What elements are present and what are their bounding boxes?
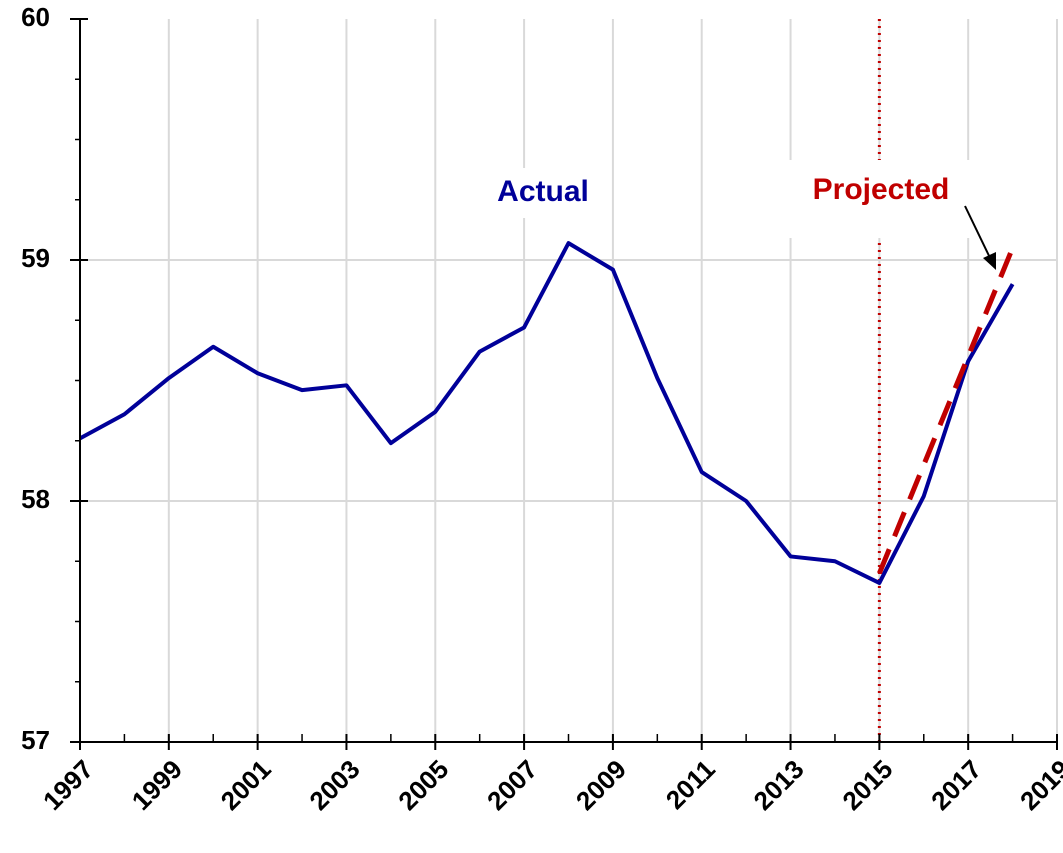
label-bg bbox=[788, 160, 970, 238]
x-tick-label: 2003 bbox=[303, 754, 365, 816]
x-tick-label: 2019 bbox=[1014, 754, 1063, 816]
x-tick-label: 2009 bbox=[570, 754, 632, 816]
y-tick-label: 59 bbox=[21, 243, 50, 273]
x-tick-label: 2017 bbox=[925, 754, 987, 816]
series-line bbox=[79, 241, 1015, 585]
x-tick-label: 2013 bbox=[748, 754, 810, 816]
x-tick-label: 1999 bbox=[126, 754, 188, 816]
x-tick-label: 2015 bbox=[836, 754, 898, 816]
x-tick-label: 2007 bbox=[481, 754, 543, 816]
label-bg bbox=[480, 168, 602, 218]
y-tick-label: 57 bbox=[21, 725, 50, 755]
x-tick-label: 2005 bbox=[392, 754, 454, 816]
y-tick-label: 60 bbox=[21, 2, 50, 32]
x-tick-label: 2011 bbox=[660, 754, 721, 815]
marks: 1997 1999 2001 2003 2005 2007 2009 2011 2013 2015… bbox=[21, 2, 1063, 816]
series-line bbox=[877, 247, 1015, 575]
arrow-head bbox=[983, 252, 996, 270]
series-label: Projected bbox=[813, 173, 950, 206]
y-tick-label: 58 bbox=[21, 484, 50, 514]
arrow bbox=[964, 205, 993, 263]
series-label: Actual bbox=[497, 175, 589, 208]
grid bbox=[80, 19, 1058, 742]
x-tick-label: 1997 bbox=[37, 754, 99, 816]
x-tick-label: 2001 bbox=[215, 754, 277, 816]
